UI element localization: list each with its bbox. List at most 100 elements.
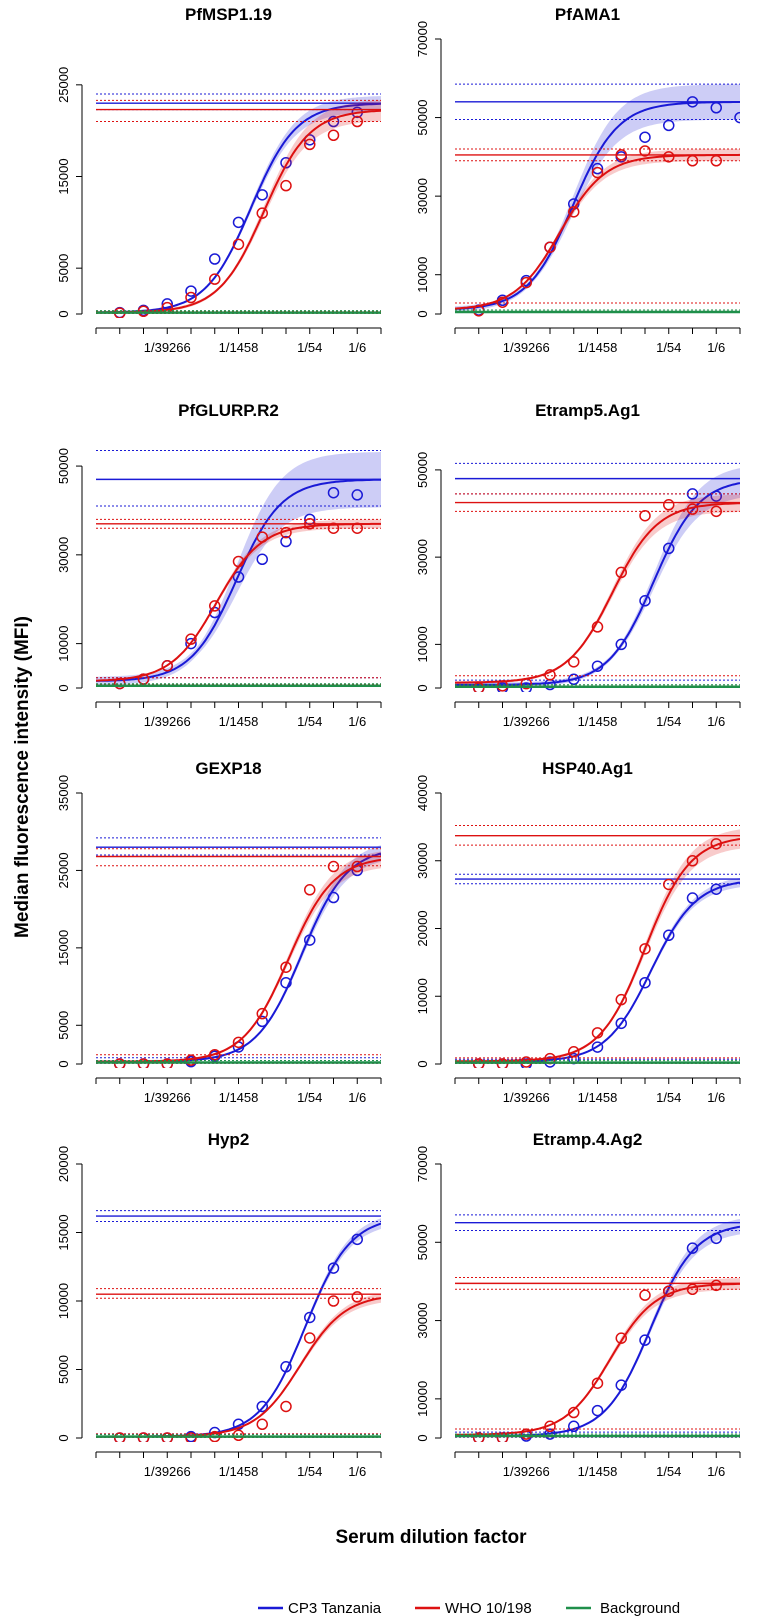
data-point xyxy=(304,138,316,151)
y-tick-label: 20000 xyxy=(56,1146,71,1182)
data-point xyxy=(686,1283,699,1296)
data-point xyxy=(663,878,675,891)
series-who-10-198 xyxy=(455,825,740,1068)
x-tick-label: 1/1458 xyxy=(578,340,618,355)
series-who-10-198 xyxy=(96,99,381,318)
y-axis-title: Median fluorescence intensity (MFI) xyxy=(12,616,33,938)
fitted-curve xyxy=(455,502,740,684)
data-point xyxy=(185,1432,197,1442)
series-cp3-tanzania xyxy=(455,873,740,1068)
data-point xyxy=(496,1058,509,1068)
series-background xyxy=(455,1060,740,1064)
confidence-band xyxy=(455,1278,740,1436)
data-point xyxy=(639,943,651,955)
data-point xyxy=(114,1058,126,1068)
x-tick-label: 1/6 xyxy=(707,1464,725,1479)
y-axis-etramp5-ag1: 0 10000 30000 50000 xyxy=(415,452,442,692)
x-tick-label: 1/1458 xyxy=(219,714,259,729)
data-point xyxy=(209,273,221,285)
data-point xyxy=(327,1262,340,1274)
y-axis-etramp-4-ag2: 0 10000 30000 50000 70000 xyxy=(415,1146,442,1442)
data-point xyxy=(639,509,651,522)
data-point xyxy=(232,1429,245,1442)
data-point xyxy=(256,207,268,219)
x-axis-etramp-4-ag2: 1/39266 1/1458 1/54 1/6 xyxy=(454,1451,741,1479)
x-tick-label: 1/6 xyxy=(707,340,725,355)
data-point xyxy=(496,296,509,308)
plot-area-hyp2 xyxy=(96,1210,381,1442)
data-point xyxy=(544,241,556,253)
x-tick-label: 1/6 xyxy=(348,1090,366,1105)
legend-label-cp3: CP3 Tanzania xyxy=(288,1600,382,1617)
data-point xyxy=(663,151,675,163)
data-point xyxy=(591,1377,604,1389)
data-point xyxy=(544,669,556,681)
series-who-10-198 xyxy=(455,493,740,692)
data-point xyxy=(734,111,740,124)
x-axis-pfama1: 1/39266 1/1458 1/54 1/6 xyxy=(454,327,741,355)
data-point xyxy=(161,1432,173,1442)
data-point xyxy=(615,1379,627,1391)
data-point xyxy=(520,682,532,692)
data-point xyxy=(327,129,340,141)
data-point xyxy=(304,1311,316,1324)
y-tick-label: 5000 xyxy=(56,254,71,283)
confidence-band xyxy=(96,96,381,314)
panel-title-etramp5-ag1: Etramp5.Ag1 xyxy=(535,401,640,420)
data-point xyxy=(544,1420,556,1433)
data-point xyxy=(256,1007,268,1020)
fitted-curve xyxy=(96,478,381,682)
panels-group: PfMSP1.19 0 5000 15000 25000 1/39266 1/1458 1/5… xyxy=(56,5,741,1479)
y-tick-label: 0 xyxy=(56,1434,71,1441)
y-tick-label: 70000 xyxy=(415,21,430,57)
data-point xyxy=(710,883,722,895)
data-point xyxy=(114,1432,126,1442)
y-tick-label: 0 xyxy=(56,310,71,317)
series-background xyxy=(455,1433,740,1438)
confidence-band xyxy=(455,829,740,1063)
plot-area-pfama1 xyxy=(455,83,740,317)
x-tick-label: 1/1458 xyxy=(578,714,618,729)
y-axis-hyp2: 0 5000 10000 15000 20000 xyxy=(56,1146,83,1442)
data-point xyxy=(615,993,627,1006)
data-point xyxy=(686,1242,699,1254)
confidence-band xyxy=(455,468,740,688)
series-who-10-198 xyxy=(455,145,740,317)
x-tick-label: 1/54 xyxy=(297,714,322,729)
data-point xyxy=(351,860,363,873)
data-point xyxy=(568,1406,580,1419)
x-tick-label: 1/39266 xyxy=(503,714,550,729)
data-point xyxy=(351,522,363,534)
data-point xyxy=(351,1291,363,1303)
data-point xyxy=(520,677,532,690)
data-point xyxy=(663,929,675,942)
series-who-10-198 xyxy=(96,848,381,1068)
y-axis-gexp18: 0 5000 15000 25000 35000 xyxy=(56,775,83,1068)
y-tick-label: 15000 xyxy=(56,1214,71,1250)
plot-area-pfglurp-r2 xyxy=(96,450,381,690)
data-point xyxy=(209,1048,221,1061)
data-point xyxy=(137,673,150,685)
data-point xyxy=(591,166,604,179)
series-who-10-198 xyxy=(96,518,381,690)
data-point xyxy=(686,155,699,167)
y-tick-label: 10000 xyxy=(415,1381,430,1417)
data-point xyxy=(568,1420,580,1433)
x-tick-label: 1/1458 xyxy=(578,1090,618,1105)
x-axis-title: Serum dilution factor xyxy=(335,1527,527,1548)
y-tick-label: 10000 xyxy=(56,626,71,662)
y-tick-label: 50000 xyxy=(415,1224,430,1260)
data-point xyxy=(185,633,197,645)
plot-area-gexp18 xyxy=(96,837,381,1068)
y-tick-label: 35000 xyxy=(56,775,71,811)
data-point xyxy=(327,522,340,534)
x-tick-label: 1/39266 xyxy=(503,1090,550,1105)
x-axis-etramp5-ag1: 1/39266 1/1458 1/54 1/6 xyxy=(454,701,741,729)
data-point xyxy=(639,595,651,607)
y-tick-label: 0 xyxy=(415,310,430,317)
data-point xyxy=(256,531,268,543)
panel-hsp40-ag1: HSP40.Ag1 0 10000 20000 30000 40000 1/39266 1/1… xyxy=(415,759,741,1105)
panel-hyp2: Hyp2 0 5000 10000 15000 20000 1/39266 1/1458 1/5… xyxy=(56,1130,382,1479)
y-tick-label: 50000 xyxy=(415,99,430,135)
